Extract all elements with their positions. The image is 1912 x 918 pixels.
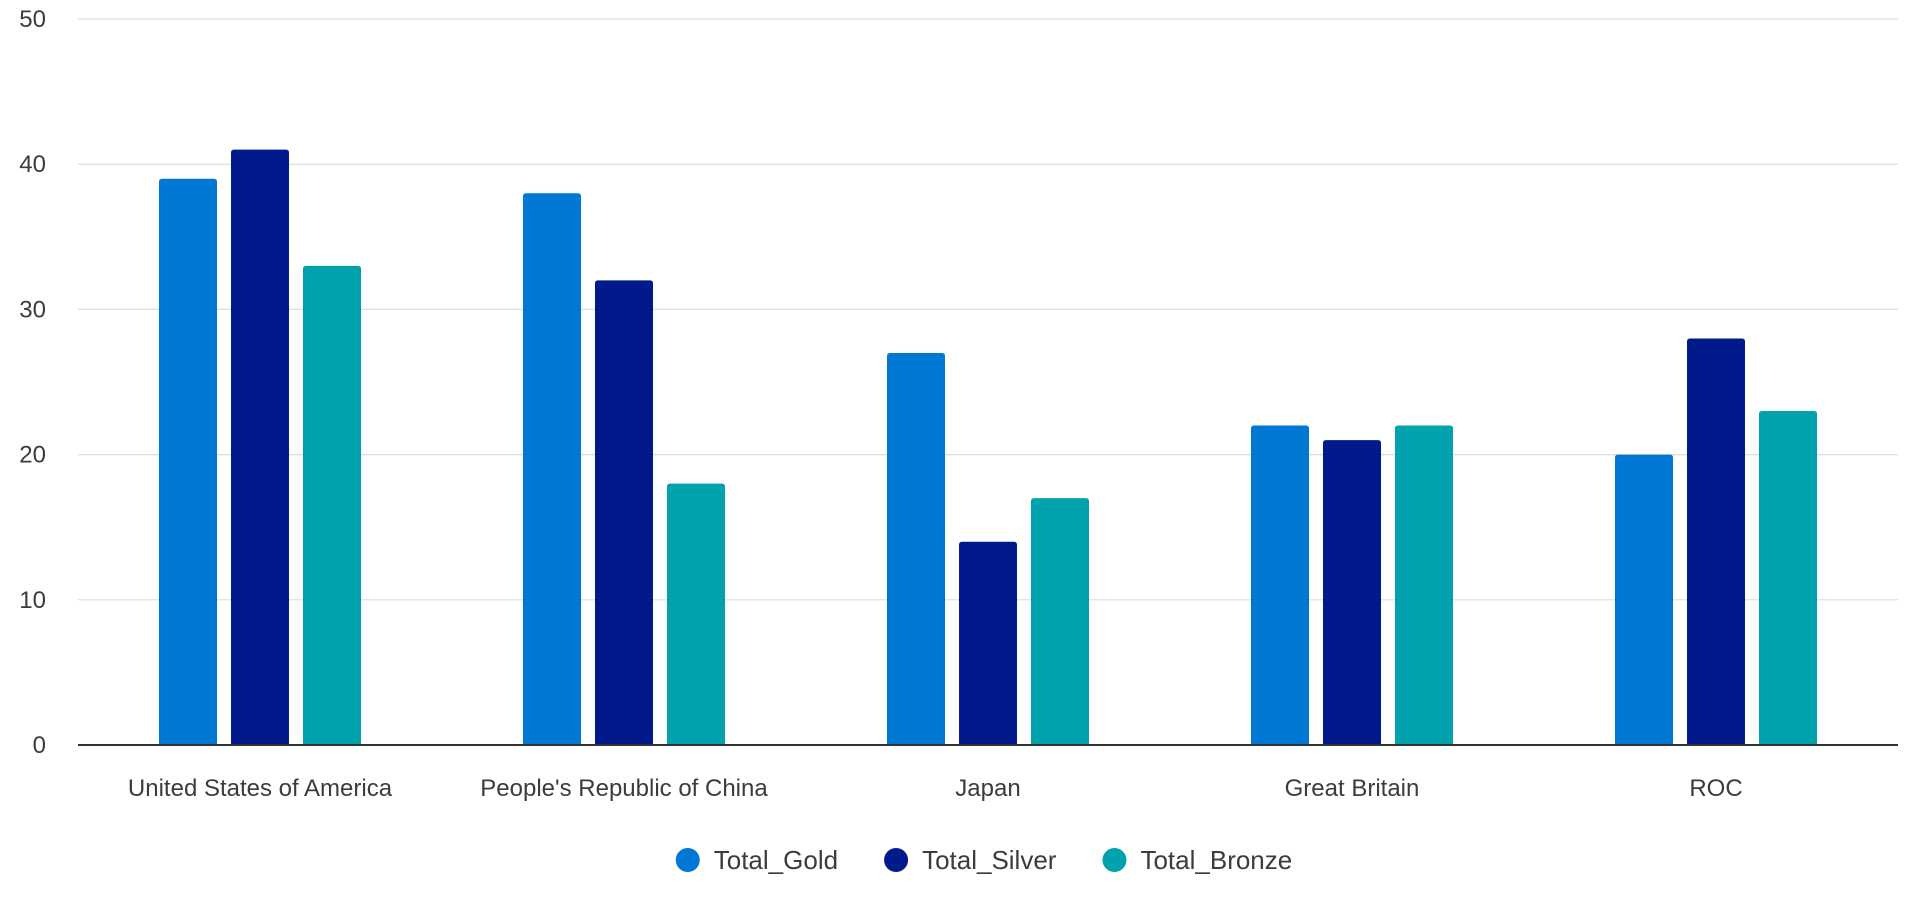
bar-total-gold: [1615, 454, 1673, 745]
x-tick-label: People's Republic of China: [480, 775, 768, 802]
legend-item-total-gold[interactable]: Total_Gold: [675, 845, 838, 875]
legend-label: Total_Gold: [714, 845, 838, 875]
y-tick-label: 10: [19, 587, 46, 614]
y-axis-ticks: 0 10 20 30 40 50: [19, 6, 46, 759]
bar-total-silver: [231, 149, 289, 745]
legend-label: Total_Silver: [922, 845, 1057, 875]
bar-total-gold: [159, 178, 217, 746]
y-tick-label: 0: [33, 732, 46, 759]
y-tick-label: 40: [19, 151, 46, 178]
bar-total-gold: [1251, 425, 1309, 745]
x-tick-label: United States of America: [128, 775, 393, 802]
x-axis-ticks: United States of America People's Republi…: [128, 775, 1743, 802]
bar-total-bronze: [1395, 425, 1453, 745]
y-tick-label: 30: [19, 296, 46, 323]
x-tick-label: Japan: [955, 775, 1020, 802]
x-tick-label: Great Britain: [1285, 775, 1420, 802]
legend-item-total-bronze[interactable]: Total_Bronze: [1102, 845, 1292, 875]
bar-total-silver: [1687, 338, 1745, 745]
x-tick-label: ROC: [1689, 775, 1742, 802]
bar-total-silver: [959, 541, 1017, 745]
legend: Total_Gold Total_Silver Total_Bronze: [675, 845, 1292, 875]
bar-total-bronze: [1759, 411, 1817, 745]
gridlines: [78, 18, 1898, 601]
bars: [159, 149, 1817, 746]
bar-total-bronze: [303, 265, 361, 745]
legend-marker: [675, 848, 700, 872]
y-tick-label: 50: [19, 6, 46, 33]
bar-total-silver: [595, 280, 653, 745]
bar-total-bronze: [667, 483, 725, 745]
y-tick-label: 20: [19, 442, 46, 469]
legend-marker: [1102, 848, 1127, 872]
legend-label: Total_Bronze: [1140, 845, 1292, 875]
bar-total-bronze: [1031, 498, 1089, 745]
bar-total-gold: [887, 352, 945, 745]
bar-total-gold: [523, 193, 581, 746]
bar-total-silver: [1323, 440, 1381, 745]
legend-marker: [884, 848, 909, 872]
legend-item-total-silver[interactable]: Total_Silver: [884, 845, 1057, 875]
